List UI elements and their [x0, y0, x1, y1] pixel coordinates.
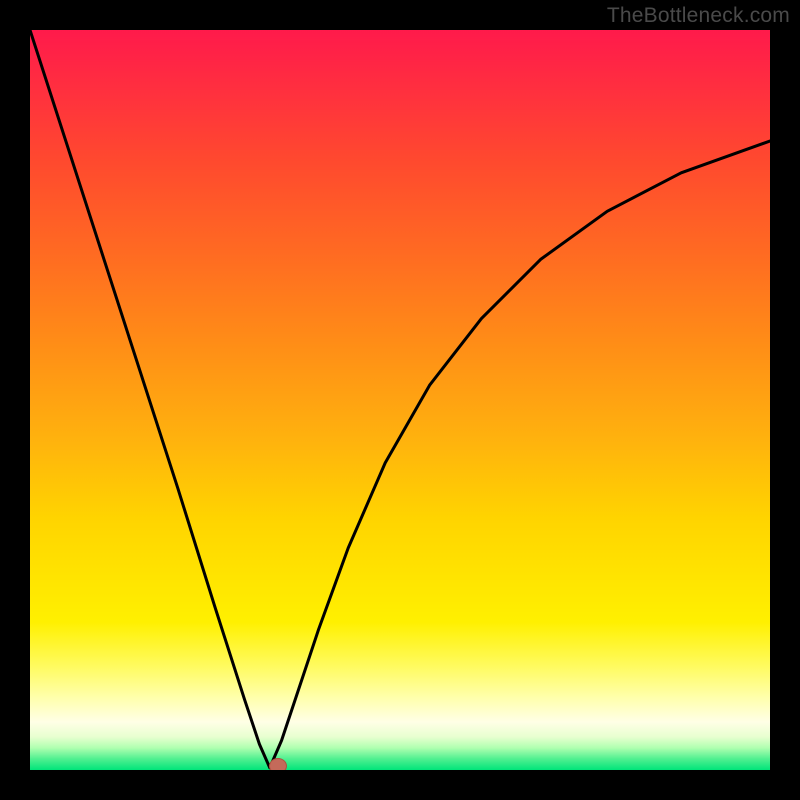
optimum-marker [269, 758, 287, 770]
plot-area [30, 30, 770, 770]
watermark-text: TheBottleneck.com [607, 4, 790, 28]
bottleneck-curve [30, 30, 770, 770]
